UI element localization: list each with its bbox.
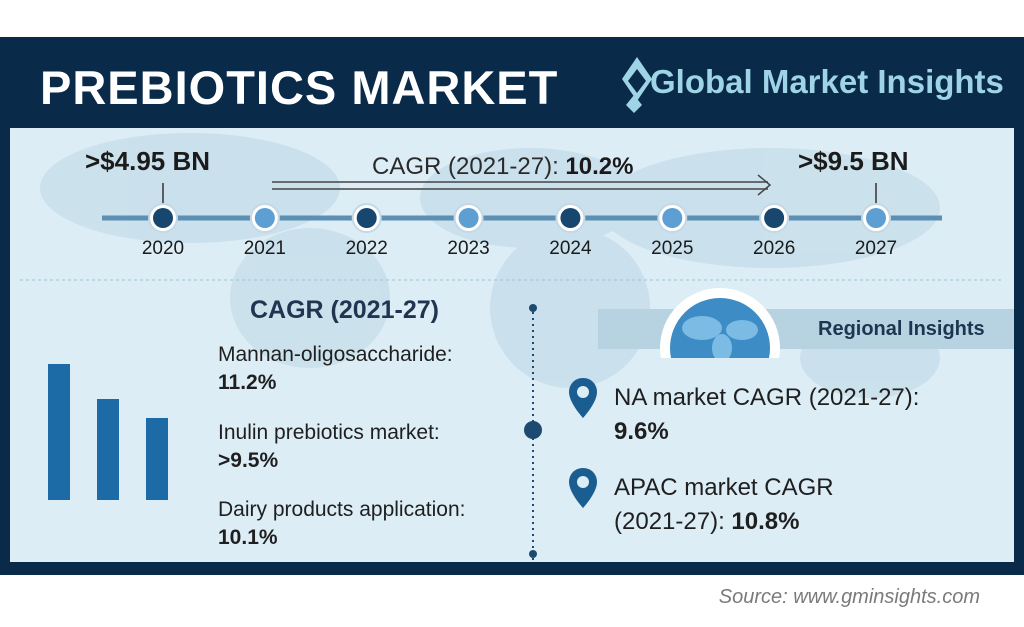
segment-2-value: >9.5% [218, 449, 279, 472]
source-credit: Source: www.gminsights.com [718, 586, 980, 608]
timeline-dot-2026 [764, 208, 785, 228]
region-apac-period: (2021-27): [614, 508, 725, 535]
region-na-label: NA market CAGR (2021-27): [614, 384, 920, 411]
year-label-2022: 2022 [345, 238, 388, 259]
segment-1-value: 11.2% [218, 371, 277, 394]
year-label-2026: 2026 [753, 238, 796, 259]
timeline-dot-2022 [356, 208, 377, 228]
cagr-arrow-head [757, 174, 772, 196]
page-title: PREBIOTICS MARKET [40, 61, 559, 114]
timeline-dot-2021 [254, 208, 275, 228]
timeline-dot-2024 [560, 208, 581, 228]
timeline-cagr-value: 10.2% [565, 153, 634, 180]
bar-3 [146, 418, 168, 500]
regional-title: Regional Insights [818, 318, 985, 340]
bar-2 [97, 399, 119, 500]
segment-3-value: 10.1% [218, 526, 278, 549]
timeline-dot-2027 [866, 208, 886, 228]
timeline-cagr-label: CAGR (2021-27): [372, 153, 559, 180]
globe-icon [660, 288, 780, 358]
year-label-2020: 2020 [141, 238, 185, 259]
brand-name: Global Market Insights [650, 63, 1004, 100]
segment-2-label: Inulin prebiotics market: [218, 421, 440, 444]
segment-3-label: Dairy products application: [218, 498, 466, 521]
region-apac-label: APAC market CAGR [614, 474, 834, 501]
timeline-chart [102, 174, 942, 233]
location-pin-icon [569, 378, 597, 418]
year-label-2025: 2025 [651, 238, 694, 259]
year-label-2021: 2021 [243, 238, 286, 259]
timeline-cagr: CAGR (2021-27): 10.2% [372, 153, 633, 181]
year-label-2024: 2024 [549, 238, 592, 259]
location-pin-icon [569, 468, 597, 508]
section-divider [524, 304, 542, 560]
divider-dot-middle [524, 421, 542, 439]
region-apac-line2: (2021-27): 10.8% [614, 508, 799, 536]
timeline-dot-2023 [458, 208, 479, 228]
year-label-2027: 2027 [854, 238, 898, 259]
brand-logo: Global Market Insights [620, 55, 1020, 115]
timeline-dot-2025 [662, 208, 683, 228]
divider-dot-top [529, 304, 537, 312]
divider-dot-bottom [529, 550, 537, 558]
region-apac-value: 10.8% [731, 508, 800, 535]
segment-1-label: Mannan-oligosaccharide: [218, 343, 453, 366]
region-na-value: 9.6% [614, 418, 669, 445]
bar-1 [48, 364, 70, 500]
segment-title: CAGR (2021-27) [250, 296, 439, 324]
bar-graphic [48, 364, 168, 500]
timeline-dot-2020 [153, 208, 173, 228]
end-value-label: >$9.5 BN [798, 146, 909, 176]
start-value-label: >$4.95 BN [85, 146, 211, 176]
year-label-2023: 2023 [447, 238, 490, 259]
content-panel: >$4.95 BN >$9.5 BN CAGR (2021-27): 10.2%… [10, 128, 1014, 562]
diamond-logo-icon [622, 57, 652, 113]
